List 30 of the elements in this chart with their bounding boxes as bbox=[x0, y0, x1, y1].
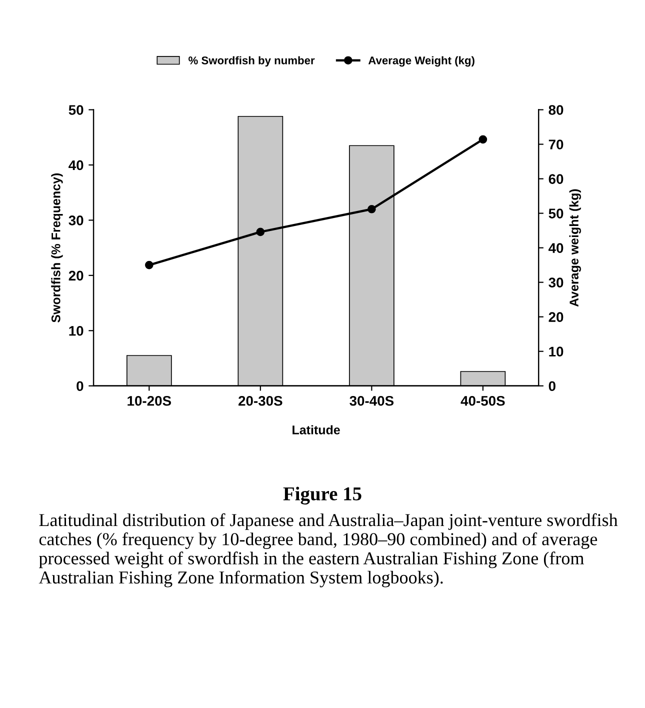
y2-tick-label: 0 bbox=[548, 381, 556, 392]
y2-tick-label: 50 bbox=[548, 208, 564, 218]
y2-tick-label: 60 bbox=[548, 174, 564, 184]
text: Latitudinal distribution of Japanese and Australia–Japan joint-venture swordfish catches (% frequency by 10-degree band, 1980–90 combined) and of average processed weight of swordfish in the eastern Australian Fishing Zone (from Australian Fishing Zone Information System logbooks). bbox=[38, 513, 618, 588]
y2-tick-label: 30 bbox=[548, 278, 564, 288]
y-tick-label: 10 bbox=[69, 326, 84, 336]
x-tick-label: 40-50S bbox=[460, 396, 505, 406]
x-tick-label: 20-30S bbox=[238, 396, 282, 406]
point bbox=[368, 204, 376, 214]
y2-tick-label: 80 bbox=[548, 105, 564, 115]
y2-tick-label: 20 bbox=[548, 312, 564, 322]
y2-tick-label: 40 bbox=[548, 243, 564, 253]
y2-tick-label: 10 bbox=[549, 346, 564, 357]
point bbox=[144, 260, 154, 270]
text: Figure 15 bbox=[283, 486, 362, 504]
y-tick-label: 40 bbox=[68, 160, 84, 170]
legend-label: Average Weight (kg) bbox=[368, 56, 474, 67]
x-tick-label: 10-20S bbox=[128, 396, 172, 406]
y-tick-label: 0 bbox=[76, 381, 84, 392]
y-axis-title: Swordfish (% Frequency) bbox=[51, 173, 63, 322]
y2-axis-title: Average weight (kg) bbox=[569, 189, 582, 307]
x-tick-label: 30-40S bbox=[350, 396, 394, 406]
x-axis-title: Latitude bbox=[292, 425, 340, 434]
legend-label: % Swordfish by number bbox=[188, 56, 315, 67]
y-tick-label: 20 bbox=[68, 270, 84, 281]
y-tick-label: 30 bbox=[68, 216, 84, 226]
point bbox=[478, 135, 488, 144]
y-tick-label: 50 bbox=[68, 105, 84, 115]
y2-tick-label: 70 bbox=[548, 140, 564, 150]
point bbox=[256, 228, 265, 236]
